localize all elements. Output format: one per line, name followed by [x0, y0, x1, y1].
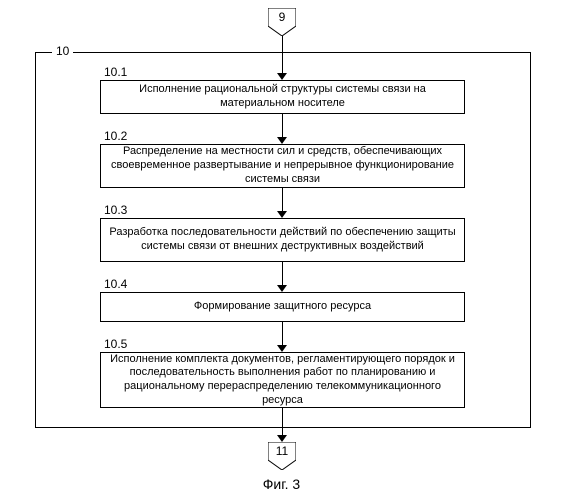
step-text: Исполнение рациональной структуры систем…: [101, 81, 464, 113]
connector-bottom: 11: [268, 442, 296, 470]
arrow-head-icon: [277, 73, 287, 80]
step-label: 10.3: [104, 203, 127, 217]
flow-arrow: [282, 188, 283, 212]
flow-arrow: [282, 408, 283, 436]
step-text: Исполнение комплекта документов, регламе…: [101, 353, 464, 407]
flow-arrow: [282, 36, 283, 74]
arrow-head-icon: [277, 435, 287, 442]
step-label: 10.1: [104, 65, 127, 79]
step-box: Исполнение комплекта документов, регламе…: [100, 352, 465, 408]
connector-top: 9: [268, 8, 296, 36]
step-box: Исполнение рациональной структуры систем…: [100, 80, 465, 114]
connector-top-label: 9: [268, 10, 296, 24]
step-box: Разработка последовательности действий п…: [100, 218, 465, 262]
step-text: Разработка последовательности действий п…: [101, 219, 464, 261]
flow-arrow: [282, 114, 283, 138]
arrow-head-icon: [277, 211, 287, 218]
arrow-head-icon: [277, 285, 287, 292]
arrow-head-icon: [277, 137, 287, 144]
step-text: Распределение на местности сил и средств…: [101, 145, 464, 187]
step-label: 10.4: [104, 277, 127, 291]
flow-arrow: [282, 322, 283, 346]
arrow-head-icon: [277, 345, 287, 352]
flow-arrow: [282, 262, 283, 286]
step-box: Распределение на местности сил и средств…: [100, 144, 465, 188]
step-box: Формирование защитного ресурса: [100, 292, 465, 322]
step-text: Формирование защитного ресурса: [101, 293, 464, 321]
flowchart-canvas: 9 10 10.1 Исполнение рациональной структу…: [0, 0, 563, 500]
step-label: 10.2: [104, 129, 127, 143]
figure-caption: Фиг. 3: [0, 476, 563, 492]
outer-process-label: 10: [52, 44, 73, 58]
connector-bottom-label: 11: [268, 444, 296, 458]
step-label: 10.5: [104, 337, 127, 351]
